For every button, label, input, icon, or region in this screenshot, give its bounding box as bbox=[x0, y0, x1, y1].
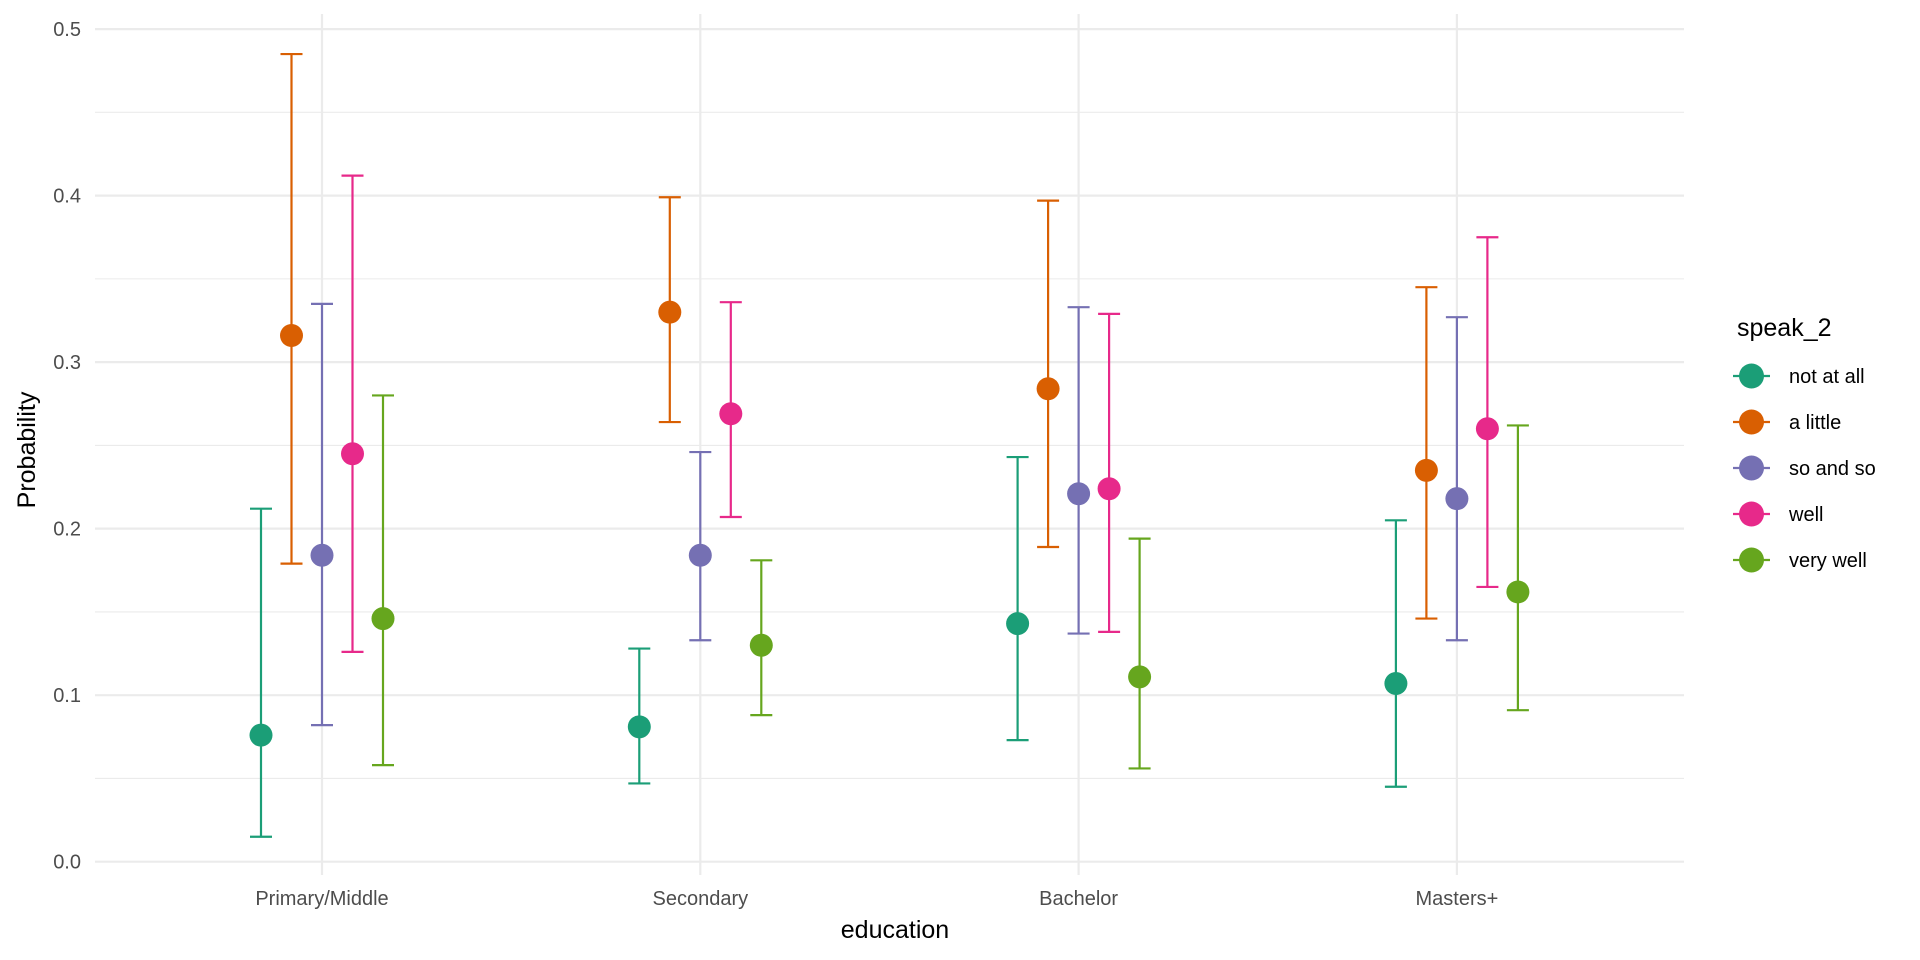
legend-label: very well bbox=[1789, 550, 1867, 572]
series-very-well bbox=[371, 394, 1530, 770]
data-point bbox=[1384, 672, 1408, 696]
y-axis-ticks: 0.0 0.1 0.2 0.3 0.4 0.5 bbox=[53, 19, 81, 874]
data-point bbox=[1128, 665, 1152, 689]
data-point bbox=[749, 633, 773, 657]
data-point bbox=[249, 723, 273, 747]
y-tick-label: 0.3 bbox=[53, 352, 81, 374]
legend-label: so and so bbox=[1789, 458, 1876, 480]
legend-key-point bbox=[1739, 455, 1764, 481]
legend-key-point bbox=[1739, 501, 1764, 527]
y-tick-label: 0.5 bbox=[53, 19, 81, 41]
data-point bbox=[1036, 377, 1060, 401]
x-axis-ticks: Primary/Middle Secondary Bachelor Masters+ bbox=[255, 888, 1498, 910]
x-tick-label: Bachelor bbox=[1039, 888, 1118, 910]
data-point bbox=[1006, 612, 1030, 636]
data-point bbox=[658, 300, 682, 324]
data-point bbox=[1506, 580, 1530, 604]
data-point bbox=[371, 607, 395, 631]
legend-label: well bbox=[1788, 504, 1823, 526]
series-so-and-so bbox=[310, 302, 1469, 727]
legend-item: well bbox=[1733, 501, 1823, 527]
legend: speak_2 not at all a little so and so well v… bbox=[1733, 314, 1876, 573]
legend-label: a little bbox=[1789, 412, 1841, 434]
data-point bbox=[310, 543, 334, 567]
series-well bbox=[341, 174, 1499, 653]
data-point bbox=[688, 543, 712, 567]
grid bbox=[95, 14, 1684, 875]
data-point bbox=[1475, 417, 1499, 441]
data-point bbox=[280, 323, 303, 347]
series-not-at-all bbox=[249, 455, 1408, 838]
legend-item: not at all bbox=[1733, 363, 1865, 389]
data-point bbox=[341, 442, 364, 466]
series-a-little bbox=[280, 52, 1438, 620]
data-point bbox=[719, 402, 743, 426]
legend-key-point bbox=[1739, 409, 1764, 435]
legend-key-point bbox=[1739, 547, 1764, 573]
y-tick-label: 0.2 bbox=[53, 519, 81, 541]
legend-item: so and so bbox=[1733, 455, 1876, 481]
data-point bbox=[627, 715, 651, 739]
legend-item: a little bbox=[1733, 409, 1841, 435]
data-point bbox=[1445, 487, 1469, 511]
x-tick-label: Primary/Middle bbox=[255, 888, 388, 910]
legend-item: very well bbox=[1733, 547, 1867, 573]
data-point bbox=[1097, 477, 1121, 501]
x-tick-label: Masters+ bbox=[1415, 888, 1498, 910]
legend-key-point bbox=[1739, 363, 1764, 389]
legend-title: speak_2 bbox=[1737, 314, 1832, 342]
plot-marks bbox=[249, 52, 1530, 838]
data-point bbox=[1067, 482, 1091, 506]
legend-label: not at all bbox=[1789, 366, 1865, 388]
y-tick-label: 0.0 bbox=[53, 852, 81, 874]
y-tick-label: 0.4 bbox=[53, 186, 81, 208]
x-tick-label: Secondary bbox=[652, 888, 748, 910]
y-axis-title: Probability bbox=[13, 391, 41, 508]
x-axis-title: education bbox=[841, 916, 949, 944]
y-tick-label: 0.1 bbox=[53, 685, 81, 707]
data-point bbox=[1414, 458, 1438, 482]
